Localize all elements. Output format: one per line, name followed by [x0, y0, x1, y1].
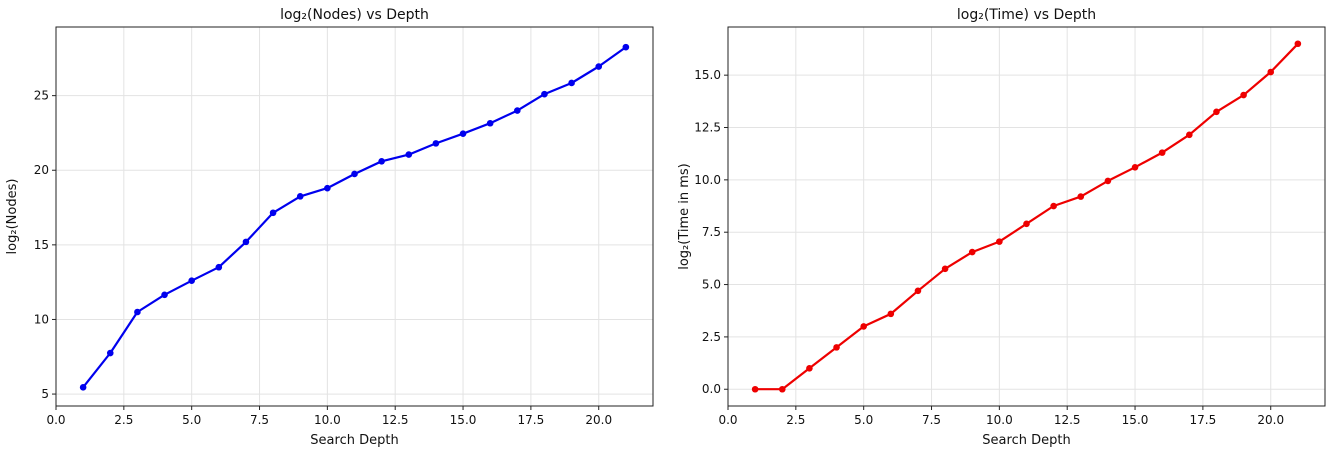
- time-x-tick-label: 12.5: [1054, 413, 1081, 427]
- nodes-data-point: [106, 349, 114, 357]
- nodes-data-point: [541, 90, 548, 98]
- time-data-point: [1050, 202, 1057, 210]
- time-y-tick-label: 15.0: [694, 68, 721, 82]
- time-data-point: [914, 287, 922, 295]
- nodes-x-tick-label: 10.0: [314, 413, 341, 427]
- nodes-x-tick-label: 0.0: [46, 413, 65, 427]
- time-data-point: [1186, 131, 1193, 139]
- time-x-tick-label: 10.0: [986, 413, 1013, 427]
- time-data-point: [996, 238, 1003, 245]
- nodes-y-tick-label: 10: [34, 312, 49, 326]
- time-data-point: [778, 385, 786, 393]
- nodes-plot-frame: [55, 26, 654, 407]
- time-x-tick-label: 15.0: [1122, 413, 1149, 427]
- nodes-x-tick-label: 7.5: [250, 413, 269, 427]
- nodes-data-point: [622, 43, 630, 51]
- time-y-tick-label: 0.0: [702, 382, 721, 396]
- nodes-x-tick-label: 5.0: [182, 413, 201, 427]
- nodes-x-axis-label: Search Depth: [310, 433, 398, 448]
- nodes-y-axis-label: log₂(Nodes): [5, 179, 20, 255]
- nodes-y-tick-label: 25: [34, 89, 49, 103]
- time-x-axis-label: Search Depth: [982, 433, 1070, 448]
- time-data-point: [833, 344, 840, 351]
- nodes-x-tick-label: 15.0: [450, 413, 477, 427]
- nodes-data-point: [405, 151, 413, 158]
- time-data-point: [1077, 193, 1085, 200]
- time-y-tick-label: 7.5: [702, 225, 721, 239]
- time-data-point: [941, 265, 949, 273]
- time-data-point: [1023, 220, 1030, 228]
- time-data-point: [887, 310, 895, 318]
- nodes-x-tick-label: 12.5: [382, 413, 409, 427]
- nodes-chart: 0.0 2.5 5.0 7.5 10.0 12.5 15.0 17.5 20.0 5 10 15 20 2…: [5, 7, 654, 448]
- time-y-tick-label: 2.5: [702, 330, 721, 344]
- time-y-tick-label: 5.0: [702, 278, 721, 292]
- nodes-chart-title: log₂(Nodes) vs Depth: [280, 7, 429, 23]
- time-data-point: [1131, 163, 1139, 171]
- time-data-point: [968, 248, 976, 256]
- time-data-point: [1240, 91, 1247, 99]
- nodes-data-point: [79, 384, 87, 391]
- time-data-point: [1104, 177, 1112, 185]
- nodes-x-tick-label: 17.5: [518, 413, 545, 427]
- time-y-tick-label: 12.5: [694, 121, 721, 135]
- time-data-point: [1158, 149, 1166, 156]
- time-plot-frame: [727, 26, 1326, 407]
- time-data-point: [860, 323, 867, 330]
- time-x-tick-label: 20.0: [1257, 413, 1284, 427]
- time-y-axis-label: log₂(Time in ms): [677, 163, 692, 270]
- nodes-data-point: [242, 238, 250, 246]
- nodes-data-point: [269, 209, 277, 217]
- nodes-series-line: [82, 46, 627, 388]
- time-x-tick-label: 17.5: [1190, 413, 1217, 427]
- nodes-data-point: [296, 193, 304, 200]
- nodes-data-point: [459, 130, 467, 137]
- nodes-data-point: [568, 79, 575, 87]
- time-chart: 0.0 2.5 5.0 7.5 10.0 12.5 15.0 17.5 20.0 0.0 2.5 5.…: [677, 7, 1326, 448]
- nodes-x-tick-label: 20.0: [585, 413, 612, 427]
- time-chart-title: log₂(Time) vs Depth: [957, 7, 1096, 23]
- nodes-data-point: [595, 63, 603, 70]
- nodes-y-tick-label: 20: [34, 163, 49, 177]
- time-data-point: [1294, 40, 1302, 48]
- nodes-data-point: [161, 291, 168, 299]
- nodes-x-tick-label: 2.5: [114, 413, 133, 427]
- time-data-point: [806, 365, 813, 372]
- nodes-y-tick-label: 15: [34, 238, 49, 252]
- time-x-tick-label: 2.5: [786, 413, 805, 427]
- nodes-data-point: [486, 119, 494, 127]
- nodes-data-point: [188, 277, 195, 284]
- time-data-point: [751, 385, 759, 393]
- time-data-point: [1213, 108, 1220, 116]
- time-x-tick-label: 7.5: [922, 413, 941, 427]
- time-x-tick-label: 0.0: [718, 413, 737, 427]
- time-data-point: [1267, 68, 1275, 76]
- nodes-data-point: [215, 263, 223, 271]
- nodes-data-point: [351, 170, 358, 178]
- nodes-data-point: [432, 140, 440, 147]
- nodes-data-point: [134, 308, 141, 316]
- time-y-tick-label: 10.0: [694, 173, 721, 187]
- nodes-data-point: [378, 157, 385, 165]
- time-x-tick-label: 5.0: [854, 413, 873, 427]
- nodes-y-tick-label: 5: [41, 387, 49, 401]
- nodes-data-point: [324, 184, 331, 192]
- nodes-data-point: [514, 107, 521, 114]
